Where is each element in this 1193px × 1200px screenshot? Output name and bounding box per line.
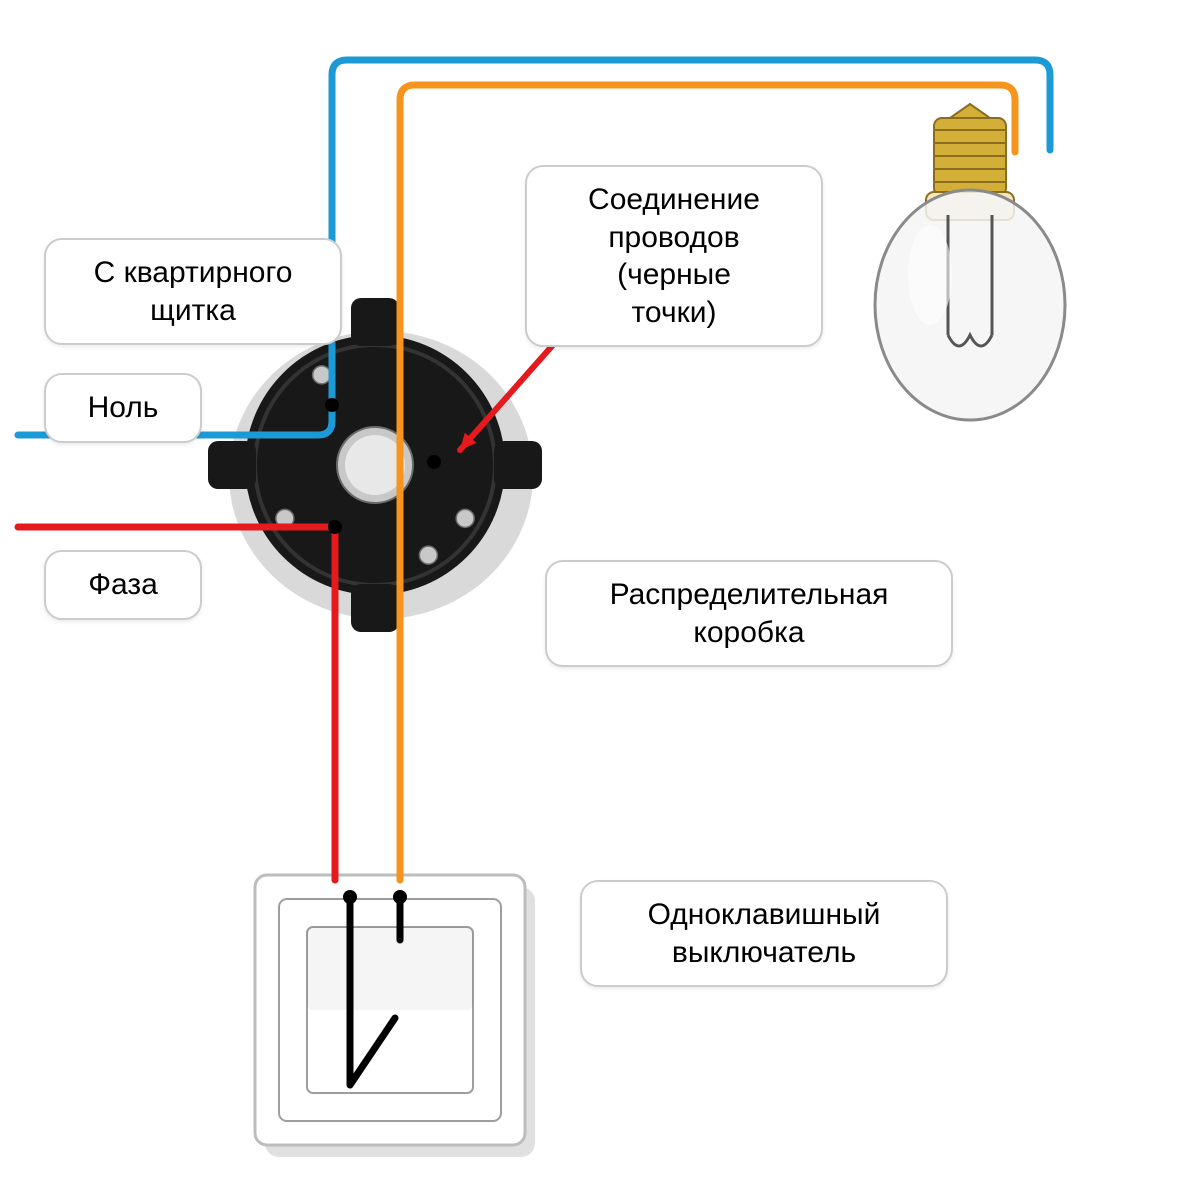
label-phase: Фаза <box>44 550 202 620</box>
label-panel: С квартирного щитка <box>44 238 342 345</box>
label-splice: Соединение проводов (черные точки) <box>525 165 823 347</box>
label-neutral: Ноль <box>44 373 202 443</box>
wiring-diagram: С квартирного щитка Ноль Фаза Соединение пр… <box>0 0 1193 1200</box>
junction-dot <box>393 890 407 904</box>
junction-dot <box>328 520 342 534</box>
label-box: Распределительная коробка <box>545 560 953 667</box>
junction-dot <box>325 398 339 412</box>
junction-dot <box>343 890 357 904</box>
light-bulb-icon <box>875 104 1065 420</box>
junction-dot <box>427 455 441 469</box>
junction-box <box>208 298 542 632</box>
label-switch: Одноклавишный выключатель <box>580 880 948 987</box>
